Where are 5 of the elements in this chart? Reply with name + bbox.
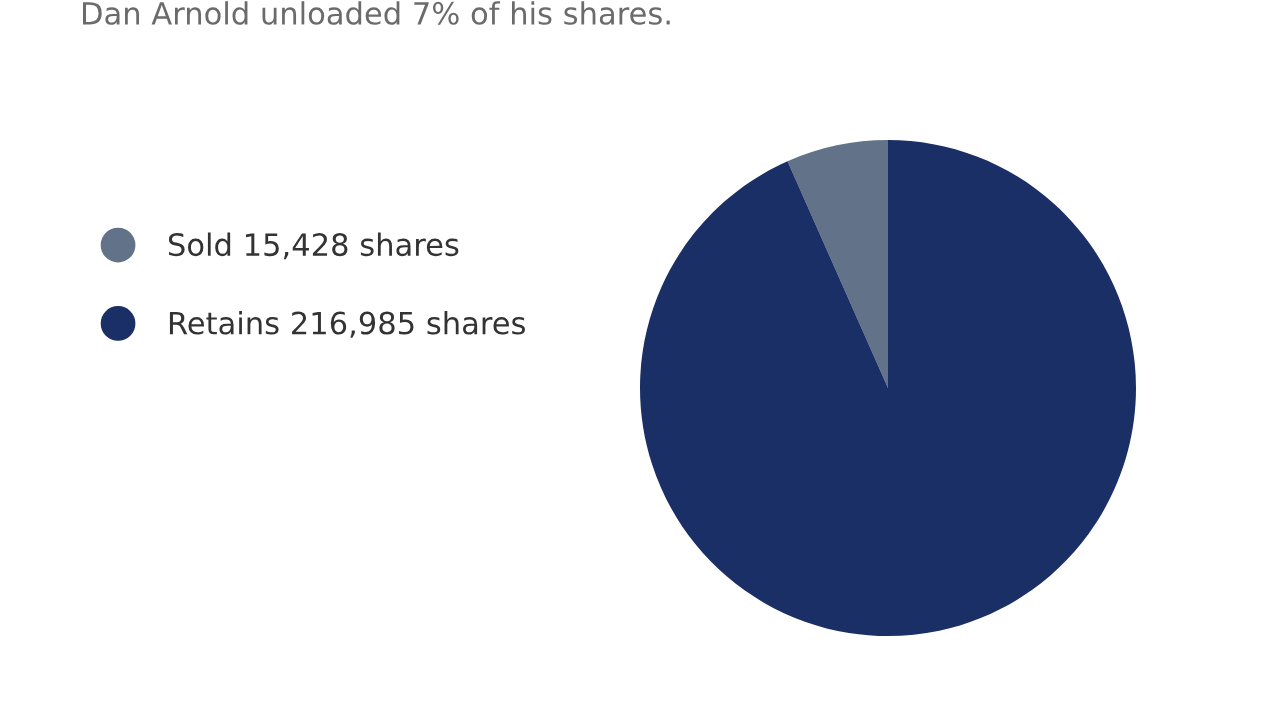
pie-slice — [787, 140, 888, 388]
legend-label: Sold 15,428 shares — [168, 232, 459, 260]
legend-label: Retains 216,985 shares — [169, 310, 525, 338]
chart-title: Dan Arnold unloaded 7% of his shares. — [83, 1, 670, 25]
pie-slice — [640, 140, 1136, 636]
